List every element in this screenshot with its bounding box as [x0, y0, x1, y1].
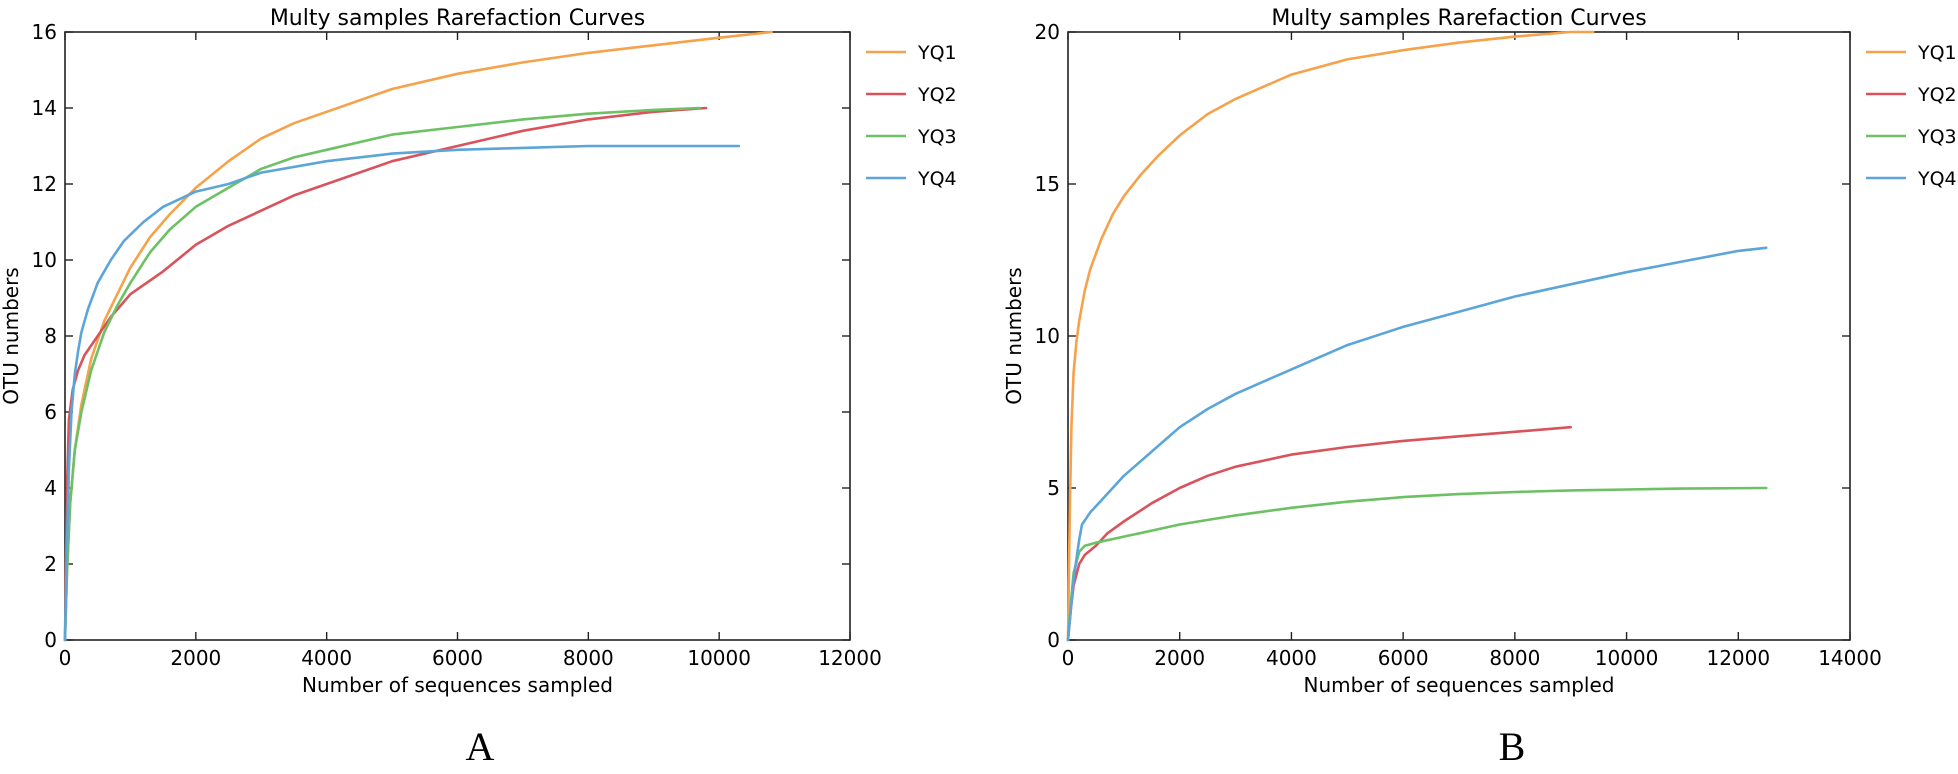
x-tick-label: 10000	[687, 646, 751, 670]
y-tick-label: 5	[1047, 476, 1060, 500]
plot-frame	[1067, 31, 1851, 641]
y-tick-label: 0	[44, 628, 57, 652]
chart-title: Multy samples Rarefaction Curves	[270, 6, 645, 31]
y-tick-label: 20	[1035, 20, 1060, 44]
x-tick-label: 12000	[1706, 646, 1770, 670]
legend-label-yq2: YQ2	[917, 84, 957, 106]
y-tick-label: 8	[44, 324, 57, 348]
panel-letter-b: B	[1499, 724, 1526, 769]
series-line-yq2	[63, 106, 708, 642]
legend-label-yq1: YQ1	[1917, 42, 1957, 64]
x-axis-label: Number of sequences sampled	[302, 673, 613, 697]
y-tick-label: 14	[32, 96, 57, 120]
x-tick-label: 2000	[1154, 646, 1205, 670]
x-tick-label: 0	[59, 646, 72, 670]
legend-label-yq3: YQ3	[1917, 126, 1957, 148]
x-tick-label: 4000	[1266, 646, 1317, 670]
series-line-yq3	[1066, 486, 1768, 642]
chart-panel-b: 0 2000 4000 6000 8000 10000 12000 14000 0 5 10 15 20…	[1002, 6, 1957, 769]
y-tick-label: 10	[32, 248, 57, 272]
x-tick-label: 6000	[1378, 646, 1429, 670]
legend-label-yq3: YQ3	[917, 126, 957, 148]
y-axis-label: OTU numbers	[1002, 267, 1026, 404]
x-axis-label: Number of sequences sampled	[1304, 673, 1615, 697]
legend-label-yq2: YQ2	[1917, 84, 1957, 106]
y-tick-label: 4	[44, 476, 57, 500]
y-tick-label: 2	[44, 552, 57, 576]
y-tick-label: 12	[32, 172, 57, 196]
y-tick-label: 16	[32, 20, 57, 44]
x-tick-label: 0	[1062, 646, 1075, 670]
x-tick-label: 10000	[1595, 646, 1659, 670]
x-tick-label: 2000	[170, 646, 221, 670]
legend-label-yq1: YQ1	[917, 42, 957, 64]
x-tick-label: 14000	[1818, 646, 1882, 670]
series-line-yq2	[1066, 425, 1572, 642]
y-axis-label: OTU numbers	[0, 267, 23, 404]
series-line-yq4	[63, 144, 741, 642]
series-line-yq3	[63, 106, 701, 642]
y-tick-label: 0	[1047, 628, 1060, 652]
legend-label-yq4: YQ4	[917, 168, 957, 190]
series-line-yq1	[63, 30, 773, 642]
series-line-yq4	[1066, 246, 1768, 642]
plot-frame	[64, 31, 851, 641]
x-tick-label: 8000	[563, 646, 614, 670]
x-tick-label: 6000	[432, 646, 483, 670]
y-tick-label: 6	[44, 400, 57, 424]
series-line-yq1	[1066, 30, 1595, 642]
x-tick-label: 12000	[818, 646, 882, 670]
legend-label-yq4: YQ4	[1917, 168, 1957, 190]
legend: YQ1 YQ2 YQ3 YQ4	[866, 42, 957, 190]
y-tick-label: 10	[1035, 324, 1060, 348]
x-tick-label: 4000	[301, 646, 352, 670]
x-tick-label: 8000	[1489, 646, 1540, 670]
y-tick-label: 15	[1035, 172, 1060, 196]
chart-title: Multy samples Rarefaction Curves	[1271, 6, 1646, 31]
chart-panel-a: 0 2000 4000 6000 8000 10000 12000 0 2 4 6 8 10 12 14 16…	[0, 6, 957, 769]
legend: YQ1 YQ2 YQ3 YQ4	[1866, 42, 1957, 190]
panel-letter-a: A	[466, 724, 495, 769]
